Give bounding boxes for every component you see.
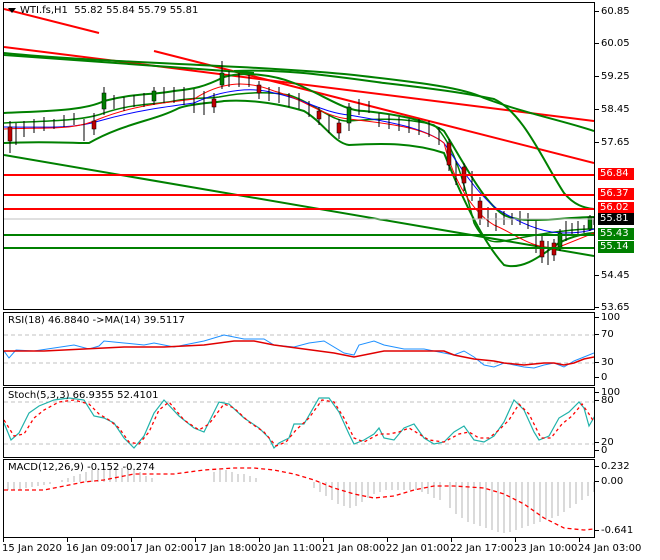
time-label: 15 Jan 2020: [2, 543, 62, 554]
macd-plot: [4, 467, 594, 533]
time-label: 17 Jan 02:00: [130, 543, 194, 554]
rsi-tick: 30: [595, 357, 614, 368]
symbol-label: WTI.fs,H1: [20, 5, 68, 16]
chart-title: WTI.fs,H1 55.82 55.84 55.79 55.81: [8, 5, 198, 16]
resistance-level-badge: 56.02: [598, 202, 634, 214]
macd-axis: 0.232 0.00 -0.641: [594, 459, 660, 538]
current-price-badge: 55.81: [598, 213, 634, 225]
triangle-down-icon[interactable]: [8, 7, 16, 13]
time-label: 24 Jan 03:00: [578, 543, 642, 554]
price-tick: 54.45: [595, 270, 630, 281]
stoch-label: Stoch(5,3,3) 66.9355 52.4101: [8, 390, 159, 401]
time-label: 17 Jan 18:00: [194, 543, 258, 554]
price-plot: [4, 8, 594, 268]
price-tick: 57.65: [595, 137, 630, 148]
time-tick: [387, 537, 388, 542]
price-tick: 59.25: [595, 71, 630, 82]
time-tick: [195, 537, 196, 542]
resistance-level-badge: 56.84: [598, 168, 634, 180]
macd-pane[interactable]: MACD(12,26,9) -0.152 -0.274: [3, 459, 595, 538]
time-tick: [451, 537, 452, 542]
time-tick: [515, 537, 516, 542]
macd-tick: -0.641: [594, 525, 633, 536]
rsi-plot: [4, 334, 594, 369]
macd-tick: 0.00: [594, 476, 623, 487]
stoch-tick: 80: [595, 395, 614, 406]
time-label: 22 Jan 17:00: [450, 543, 514, 554]
time-tick: [131, 537, 132, 542]
rsi-axis: 100 70 30 0: [594, 312, 660, 386]
rsi-tick: 70: [595, 329, 614, 340]
time-tick: [259, 537, 260, 542]
price-tick: 60.85: [595, 6, 630, 17]
time-label: 21 Jan 08:00: [322, 543, 386, 554]
resistance-level-badge: 56.37: [598, 188, 634, 200]
time-label: 20 Jan 11:00: [258, 543, 322, 554]
ohlc-values: 55.82 55.84 55.79 55.81: [74, 5, 199, 16]
rsi-pane[interactable]: RSI(18) 46.8840 ->MA(14) 39.5117: [3, 312, 595, 386]
stochastic-pane[interactable]: Stoch(5,3,3) 66.9355 52.4101: [3, 387, 595, 458]
time-label: 23 Jan 10:00: [514, 543, 578, 554]
time-label: 22 Jan 01:00: [386, 543, 450, 554]
macd-tick: 0.232: [595, 461, 630, 472]
stoch-plot: [4, 397, 594, 450]
stoch-tick: 100: [594, 387, 620, 398]
price-axis: 60.85 60.05 59.25 58.45 57.65 56.84 56.3…: [595, 0, 660, 313]
time-tick: [3, 537, 4, 542]
stoch-tick: 0: [594, 445, 607, 456]
price-tick: 60.05: [595, 38, 630, 49]
stoch-axis: 100 80 20 0: [594, 387, 660, 458]
price-tick: 53.65: [595, 302, 630, 313]
price-chart-pane[interactable]: WTI.fs,H1 55.82 55.84 55.79 55.81: [3, 2, 595, 310]
time-tick: [579, 537, 580, 542]
support-level-badge: 55.43: [598, 228, 634, 240]
time-label: 16 Jan 09:00: [66, 543, 130, 554]
stoch-tick: 20: [595, 437, 614, 448]
price-tick: 58.45: [595, 104, 630, 115]
rsi-tick: 100: [594, 312, 620, 323]
rsi-tick: 0: [594, 372, 607, 383]
time-tick: [323, 537, 324, 542]
rsi-label: RSI(18) 46.8840 ->MA(14) 39.5117: [8, 315, 185, 326]
support-level-badge: 55.14: [598, 241, 634, 253]
macd-label: MACD(12,26,9) -0.152 -0.274: [8, 462, 155, 473]
time-tick: [67, 537, 68, 542]
